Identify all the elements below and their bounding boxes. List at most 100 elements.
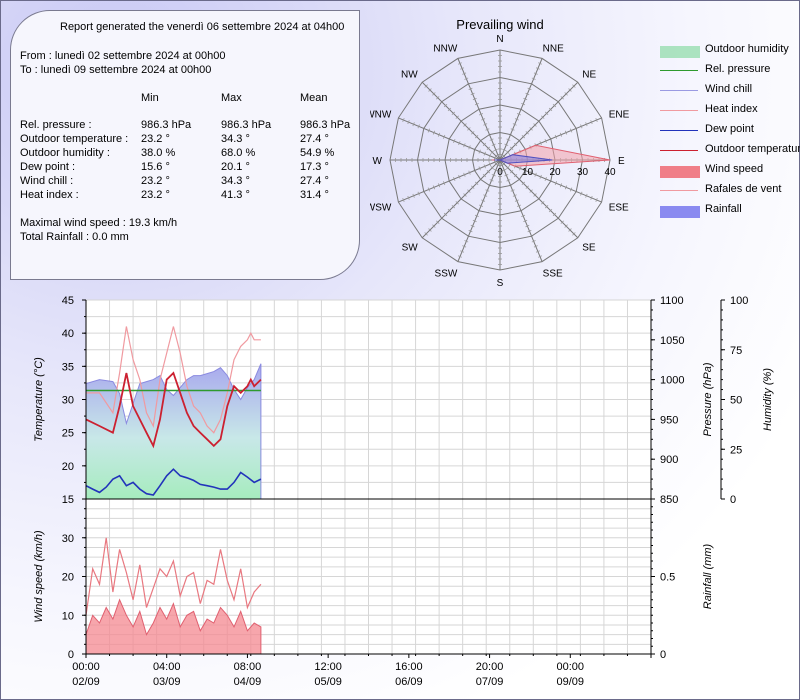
rose-minor-tick [564, 92, 568, 96]
rose-minor-tick [502, 169, 507, 172]
rose-minor-tick [412, 193, 415, 198]
rose-minor-tick [533, 72, 538, 75]
stat-label: Rel. pressure : [20, 119, 92, 131]
rose-minor-tick [552, 212, 557, 217]
rose-minor-tick [485, 128, 490, 131]
legend-label: Rafales de vent [705, 183, 782, 195]
rose-spoke [499, 159, 579, 239]
rose-minor-tick [521, 102, 526, 106]
legend-swatch [660, 90, 698, 91]
stat-mean: 54.9 % [300, 147, 335, 159]
rose-minor-tick [521, 134, 526, 139]
legend-swatch [660, 190, 698, 191]
rose-minor-tick [525, 224, 530, 228]
rose-minor-tick [455, 115, 459, 119]
rose-minor-tick [455, 201, 459, 205]
x-tick-date: 05/09 [314, 676, 342, 688]
rose-minor-tick [483, 194, 488, 197]
humidity-tick-label: 0 [730, 494, 736, 506]
x-tick-time: 00:00 [557, 661, 585, 673]
stat-mean: 986.3 hPa [300, 119, 351, 131]
rose-minor-tick [451, 204, 456, 209]
rose-minor-tick [523, 219, 528, 223]
rose-minor-tick [432, 185, 436, 190]
rose-minor-tick [460, 250, 465, 253]
stat-label: Outdoor temperature : [20, 133, 129, 145]
rose-direction-label: WNW [370, 109, 392, 120]
stat-max: 20.1 ° [221, 161, 250, 173]
x-tick-time: 12:00 [314, 661, 342, 673]
heat-index-line [86, 326, 261, 434]
x-tick-time: 00:00 [72, 661, 100, 673]
rose-minor-tick [580, 191, 583, 196]
rose-minor-tick [468, 230, 473, 233]
rose-minor-tick [560, 96, 564, 100]
stat-label: Wind chill : [20, 175, 74, 187]
rose-minor-tick [525, 185, 529, 189]
pressure-tick-label: 850 [660, 494, 678, 506]
rose-radial-label: 10 [522, 167, 534, 178]
legend-label: Wind speed [705, 163, 764, 175]
rose-minor-tick [539, 141, 542, 146]
rose-minor-tick [585, 122, 588, 127]
x-tick-time: 08:00 [234, 661, 262, 673]
legend-item: Rainfall [660, 202, 800, 222]
col-header-min: Min [141, 92, 159, 104]
x-tick-date: 06/09 [395, 676, 423, 688]
rose-minor-tick [521, 181, 526, 186]
rose-minor-tick [478, 166, 481, 171]
rose-minor-tick [533, 123, 537, 127]
rose-minor-tick [521, 214, 526, 218]
humidity-tick-label: 100 [730, 295, 748, 307]
legend-item: Dew point [660, 122, 800, 142]
legend-swatch [660, 46, 700, 58]
rose-minor-tick [516, 204, 521, 207]
rose-minor-tick [537, 62, 542, 65]
humidity-tick-label: 50 [730, 395, 742, 407]
rose-minor-tick [531, 240, 536, 243]
rainfall-tick-label: 0 [660, 649, 666, 661]
stat-mean: 27.4 ° [300, 133, 329, 145]
rose-minor-tick [541, 201, 545, 205]
pressure-tick-label: 1000 [660, 375, 684, 387]
rose-minor-tick [462, 72, 467, 75]
rose-minor-tick [490, 166, 494, 170]
legend-item: Heat index [660, 102, 800, 122]
rose-direction-label: NW [401, 70, 418, 81]
rose-minor-tick [488, 153, 491, 158]
temperature-tick-label: 35 [62, 361, 74, 373]
rose-minor-tick [564, 185, 568, 190]
rose-minor-tick [447, 208, 452, 213]
rose-minor-tick [506, 179, 511, 182]
rose-minor-tick [493, 148, 498, 151]
rose-minor-tick [533, 193, 537, 197]
temperature-line [85, 371, 262, 449]
rose-minor-tick [458, 174, 461, 179]
rose-minor-tick [572, 232, 576, 236]
rose-minor-tick [537, 255, 542, 258]
rose-minor-tick [544, 176, 547, 181]
rose-minor-tick [544, 204, 549, 209]
pressure-tick-label: 900 [660, 454, 678, 466]
humidity-area [85, 363, 262, 500]
rose-minor-tick [527, 230, 532, 233]
windspeed-tick-label: 0 [68, 649, 74, 661]
rose-minor-tick [464, 240, 469, 243]
legend-swatch [660, 130, 698, 131]
rose-minor-tick [509, 169, 514, 174]
rose-minor-tick [463, 172, 466, 177]
stat-label: Outdoor humidity : [20, 147, 110, 159]
windspeed-tick-label: 20 [62, 572, 74, 584]
rose-minor-tick [535, 67, 540, 70]
rose-minor-tick [482, 173, 487, 178]
legend-label: Wind chill [705, 83, 753, 95]
rose-minor-tick [463, 143, 466, 148]
rose-minor-tick [493, 169, 498, 172]
rose-minor-tick [531, 77, 536, 80]
legend-swatch [660, 206, 700, 218]
rose-minor-tick [568, 88, 572, 92]
legend-label: Heat index [705, 103, 758, 115]
stat-min: 23.2 ° [141, 189, 170, 201]
rose-minor-tick [483, 164, 486, 169]
rose-minor-tick [590, 120, 593, 125]
